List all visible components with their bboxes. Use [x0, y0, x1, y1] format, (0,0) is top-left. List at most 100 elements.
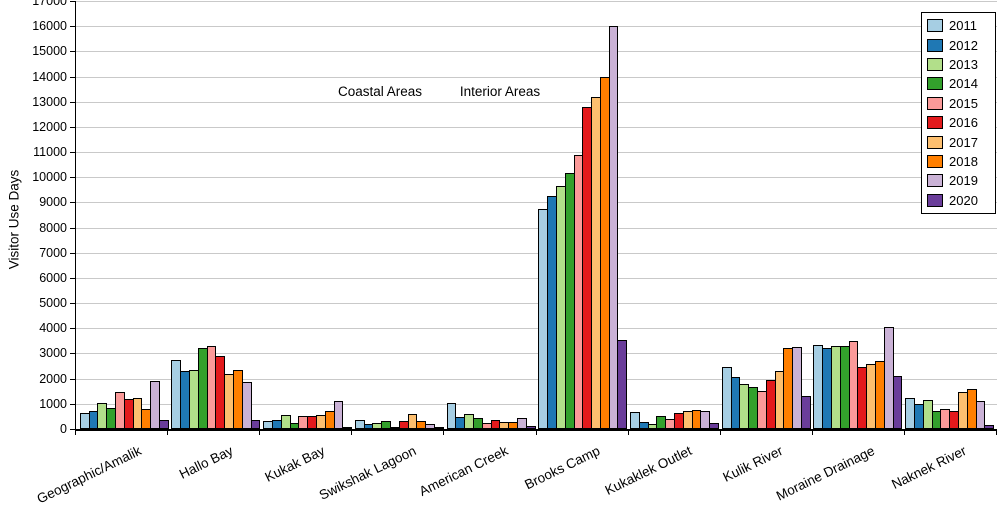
x-tick: [351, 431, 353, 435]
bar-group-naknek-river: [905, 1, 995, 429]
bar-2019: [241, 382, 252, 429]
bar-2020: [250, 420, 261, 429]
x-tick: [443, 431, 445, 435]
gridline: [76, 303, 997, 305]
gridline: [76, 152, 997, 154]
bar-2019: [333, 401, 344, 429]
y-tick-label: 4000: [39, 321, 67, 336]
bar-group-kukak-bay: [263, 1, 353, 429]
y-tick-label: 10000: [32, 170, 67, 185]
gridline: [76, 378, 997, 380]
bar-2020: [342, 427, 353, 429]
legend-swatch-icon: [927, 38, 943, 52]
gridline: [76, 26, 997, 28]
legend-swatch-icon: [927, 96, 943, 110]
bar-group-hallo-bay: [171, 1, 261, 429]
legend-swatch-icon: [927, 193, 943, 207]
x-category-label: Moraine Drainage: [774, 443, 878, 504]
legend-label: 2020: [949, 192, 978, 208]
gridline: [76, 101, 997, 103]
y-tick: [70, 177, 75, 179]
bar-2013: [280, 415, 291, 429]
bar-2019: [792, 347, 802, 429]
bar-2020: [892, 376, 903, 429]
legend-entry-2020: 2020: [927, 191, 995, 210]
x-category-label: Naknek River: [889, 443, 969, 493]
y-tick-label: 12000: [32, 119, 67, 134]
y-tick: [70, 353, 75, 355]
legend-label: 2015: [949, 95, 978, 111]
x-tick: [167, 431, 169, 435]
bar-group-american-creek: [446, 1, 536, 429]
bar-2011: [446, 403, 457, 429]
y-tick: [70, 328, 75, 330]
legend-label: 2017: [949, 134, 978, 150]
y-tick: [70, 126, 75, 128]
y-tick: [70, 26, 75, 28]
gridline: [76, 1, 997, 2]
plot-area: [75, 1, 997, 431]
bar-2019: [700, 411, 711, 429]
y-tick: [70, 101, 75, 103]
legend-entry-2014: 2014: [927, 74, 995, 93]
y-tick: [70, 277, 75, 279]
bar-2011: [630, 412, 640, 429]
x-tick: [75, 431, 76, 435]
gridline: [76, 277, 997, 279]
x-tick: [627, 431, 629, 435]
y-tick-label: 8000: [39, 220, 67, 235]
y-tick-label: 11000: [33, 145, 67, 160]
legend-entry-2011: 2011: [927, 16, 995, 35]
legend-label: 2012: [949, 37, 978, 53]
y-tick-label: 15000: [32, 44, 67, 59]
y-tick: [70, 1, 75, 2]
legend-entry-2015: 2015: [927, 94, 995, 113]
y-tick: [70, 76, 75, 78]
x-category-label: Hallo Bay: [176, 443, 236, 482]
bar-2019: [975, 401, 986, 429]
y-tick-label: 16000: [32, 19, 67, 34]
legend-label: 2019: [949, 173, 978, 189]
y-tick-label: 0: [60, 422, 67, 436]
bar-2014: [381, 421, 392, 429]
legend-swatch-icon: [927, 174, 943, 188]
y-tick-label: 3000: [39, 346, 67, 361]
y-tick: [70, 252, 75, 254]
gridline: [76, 403, 997, 405]
x-tick: [811, 431, 813, 435]
bar-2020: [617, 340, 628, 429]
legend-label: 2014: [949, 76, 978, 92]
x-tick: [903, 431, 905, 435]
y-tick-label: 13000: [32, 94, 67, 109]
x-category-label: Geographic/Amalik: [34, 443, 144, 507]
gridline: [76, 177, 997, 179]
bar-groups: [76, 1, 997, 429]
legend-swatch-icon: [927, 77, 943, 91]
legend-entry-2019: 2019: [927, 171, 995, 190]
legend-label: 2018: [949, 153, 978, 169]
x-category-label: Kukak Bay: [262, 443, 327, 485]
gridline: [76, 353, 997, 355]
legend-entry-2017: 2017: [927, 132, 995, 151]
x-category-label: Swikshak Lagoon: [316, 443, 419, 503]
y-tick: [70, 51, 75, 53]
gridline: [76, 328, 997, 330]
legend-swatch-icon: [927, 57, 943, 71]
legend-entry-2012: 2012: [927, 35, 995, 54]
bar-2020: [709, 423, 719, 429]
legend-swatch-icon: [927, 116, 943, 130]
x-category-label: American Creek: [416, 443, 511, 499]
gridline: [76, 227, 997, 229]
y-tick-label: 7000: [39, 245, 67, 260]
legend-swatch-icon: [927, 19, 943, 33]
bar-group-geographic-amalik: [79, 1, 169, 429]
y-tick-label: 1000: [39, 396, 67, 411]
y-tick: [70, 378, 75, 380]
x-category-label: Kukaklek Outlet: [602, 443, 694, 498]
y-tick-label: 6000: [39, 270, 67, 285]
bar-2019: [425, 424, 436, 429]
gridline: [76, 126, 997, 128]
x-tick: [719, 431, 721, 435]
y-tick: [70, 429, 75, 430]
